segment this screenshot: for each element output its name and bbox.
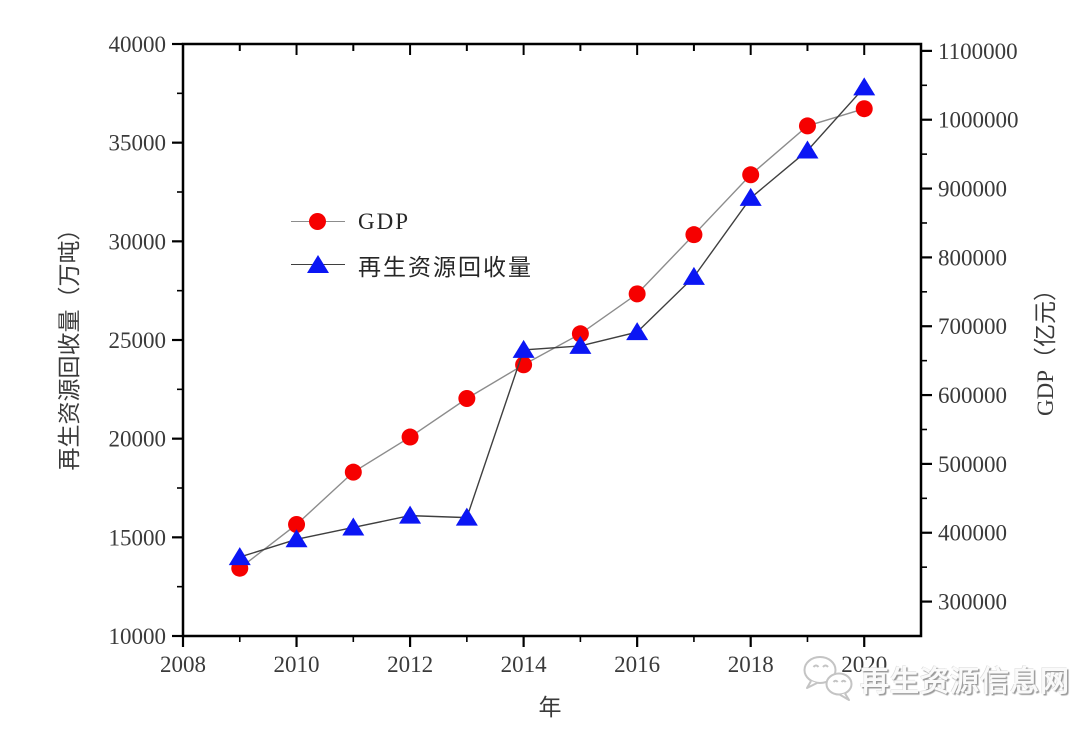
svg-text:30000: 30000 (109, 229, 167, 254)
legend-label-gdp: GDP (358, 209, 411, 234)
svg-text:35000: 35000 (109, 131, 167, 156)
svg-text:15000: 15000 (109, 525, 167, 550)
right-axis-title: GDP（亿元） (1033, 278, 1058, 417)
legend-item-recycle: 再生资源回收量 (291, 253, 533, 280)
gdp-legend-swatch (291, 210, 345, 234)
svg-text:10000: 10000 (109, 624, 167, 649)
triangle-marker-icon (307, 255, 329, 273)
legend-label-recycle: 再生资源回收量 (358, 255, 533, 280)
svg-text:25000: 25000 (109, 328, 167, 353)
svg-text:1000000: 1000000 (938, 108, 1019, 133)
left-axis-title: 再生资源回收量（万吨） (57, 217, 82, 471)
recycle-legend-swatch (291, 253, 345, 277)
svg-text:2016: 2016 (614, 652, 660, 677)
svg-text:1100000: 1100000 (938, 39, 1018, 64)
svg-text:2008: 2008 (160, 652, 206, 677)
watermark-text: 再生资源信息网 (860, 666, 1071, 698)
svg-text:2010: 2010 (274, 652, 320, 677)
svg-text:800000: 800000 (938, 245, 1007, 270)
circle-marker-icon (309, 213, 326, 230)
wechat-icon (803, 656, 853, 701)
x-axis-title: 年 (538, 695, 562, 720)
svg-text:20000: 20000 (109, 427, 167, 452)
svg-text:700000: 700000 (938, 314, 1007, 339)
watermark: 再生资源信息网 (798, 650, 1070, 708)
svg-text:900000: 900000 (938, 177, 1007, 202)
svg-text:2020: 2020 (841, 652, 887, 677)
legend-item-gdp: GDP (291, 209, 411, 234)
svg-text:600000: 600000 (938, 383, 1007, 408)
svg-text:500000: 500000 (938, 452, 1007, 477)
svg-text:400000: 400000 (938, 521, 1007, 546)
svg-text:2014: 2014 (501, 652, 548, 677)
svg-text:2018: 2018 (728, 652, 774, 677)
svg-text:300000: 300000 (938, 590, 1007, 615)
svg-text:40000: 40000 (109, 32, 167, 57)
svg-text:2012: 2012 (387, 652, 433, 677)
